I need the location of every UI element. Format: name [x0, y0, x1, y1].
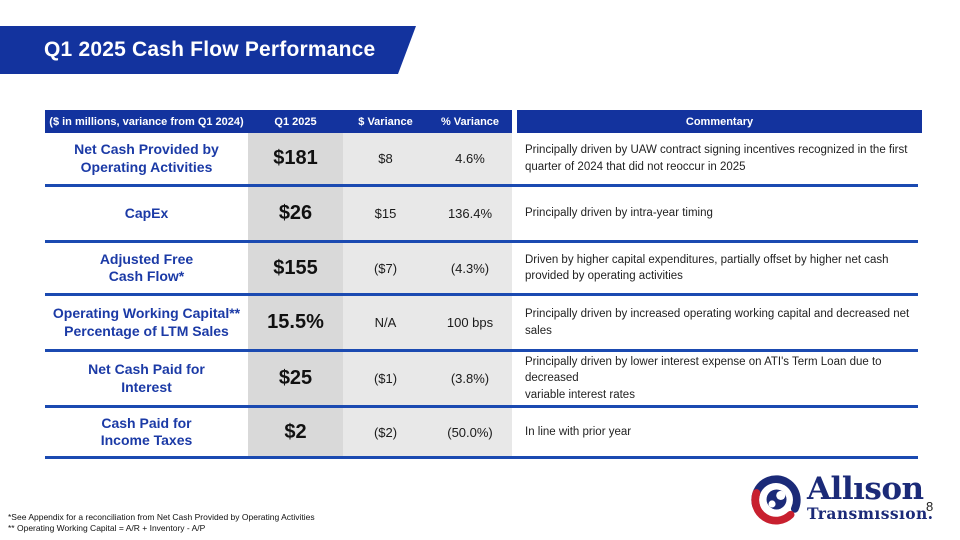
column-header-dollar-variance: $ Variance [358, 115, 413, 128]
commentary-text: Principally driven by UAW contract signi… [525, 144, 908, 173]
q1-value: $26 [278, 202, 313, 224]
table-row-net-cash-paid-interest: Net Cash Paid for Interest $25 ($1) (3.8… [45, 352, 918, 408]
footnote-2: ** Operating Working Capital = A/R + Inv… [8, 523, 206, 534]
table-row-net-cash-operating: Net Cash Provided by Operating Activitie… [45, 133, 918, 187]
footnote-1: *See Appendix for a reconciliation from … [8, 512, 315, 522]
pct-variance-value: (3.8%) [450, 371, 490, 386]
row-label: Adjusted Free Cash Flow* [99, 250, 194, 285]
logo-wordmark: Allıson Transmıssıon. [807, 474, 933, 522]
dollar-variance-value: N/A [374, 315, 397, 330]
pct-variance-value: (4.3%) [450, 260, 490, 276]
row-label: CapEx [124, 204, 169, 221]
row-label: Net Cash Paid for Interest [88, 361, 205, 395]
column-header-commentary-label: Commentary [685, 115, 754, 128]
page-number: 8 [926, 499, 934, 514]
q1-value: $155 [273, 256, 318, 279]
table-row-adjusted-free-cash-flow: Adjusted Free Cash Flow* $155 ($7) (4.3%… [45, 243, 918, 296]
q1-value: $25 [278, 367, 313, 389]
table-header-left: ($ in millions, variance from Q1 2024) Q… [45, 110, 512, 133]
pct-variance-value: 100 bps [446, 315, 494, 330]
dollar-variance-value: ($7) [373, 260, 398, 276]
variance-columns-background [343, 133, 512, 459]
dollar-variance-value: $15 [374, 206, 397, 221]
dollar-variance-value: ($1) [373, 371, 398, 386]
q1-value: $2 [284, 420, 307, 443]
cash-flow-table: Net Cash Provided by Operating Activitie… [45, 133, 918, 459]
table-row-capex: CapEx $26 $15 136.4% Principally driven … [45, 187, 918, 243]
pct-variance-value: (50.0%) [447, 424, 493, 440]
page-title: Q1 2025 Cash Flow Performance [44, 38, 376, 61]
commentary-text: Principally driven by increased operatin… [525, 308, 910, 337]
commentary-text: Driven by higher capital expenditures, p… [525, 253, 889, 282]
column-header-q1-2025: Q1 2025 [274, 115, 317, 128]
title-banner: Q1 2025 Cash Flow Performance [0, 26, 416, 74]
table-header-commentary: Commentary [517, 110, 922, 133]
row-label: Cash Paid for Income Taxes [100, 414, 193, 449]
column-header-pct-variance: % Variance [440, 115, 500, 128]
row-label: Net Cash Provided by Operating Activitie… [74, 141, 219, 175]
pct-variance-value: 136.4% [447, 206, 493, 221]
logo-brand-text: Allıson [807, 471, 924, 507]
q1-value: 15.5% [267, 311, 324, 333]
q1-value: $181 [273, 147, 318, 169]
column-header-units: ($ in millions, variance from Q1 2024) [49, 115, 244, 128]
allison-transmission-logo: Allıson Transmıssıon. [750, 474, 933, 526]
row-label: Operating Working Capital** Percentage o… [52, 305, 241, 339]
allison-swirl-emblem-icon [750, 474, 802, 526]
commentary-text: Principally driven by intra-year timing [525, 207, 713, 220]
logo-subbrand-text: Transmıssıon. [807, 504, 934, 523]
pct-variance-value: 4.6% [455, 151, 485, 166]
commentary-text: Principally driven by lower interest exp… [525, 356, 882, 401]
table-row-operating-working-capital: Operating Working Capital** Percentage o… [45, 296, 918, 352]
dollar-variance-value: ($2) [373, 424, 398, 440]
dollar-variance-value: $8 [378, 151, 393, 166]
commentary-text: In line with prior year [525, 425, 632, 438]
footnotes: *See Appendix for a reconciliation from … [8, 512, 315, 534]
q1-column-background [248, 133, 343, 459]
table-row-cash-paid-income-taxes: Cash Paid for Income Taxes $2 ($2) (50.0… [45, 408, 918, 459]
